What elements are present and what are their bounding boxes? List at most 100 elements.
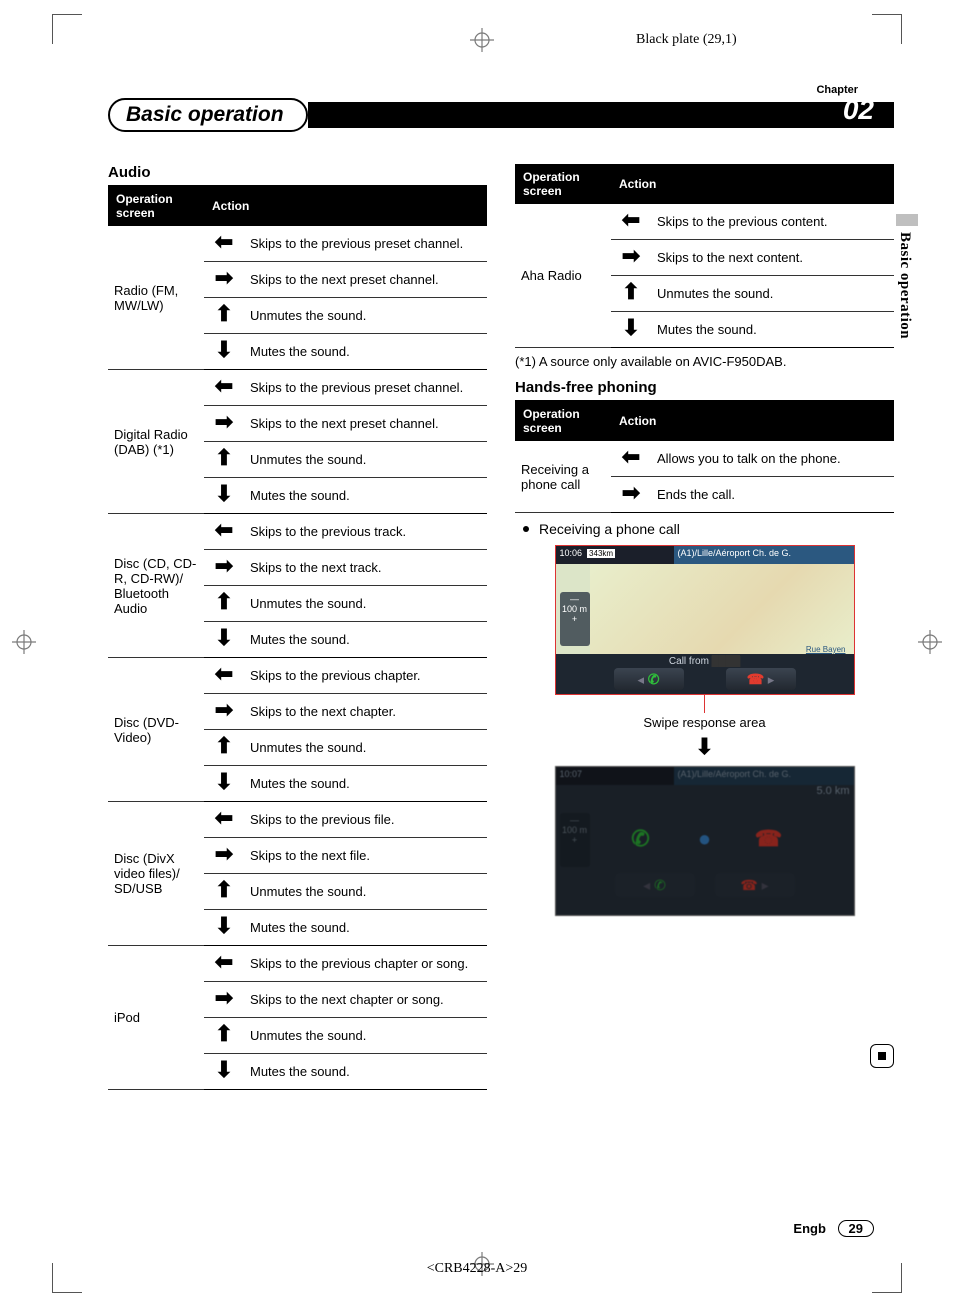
action-cell: Skips to the next chapter. (244, 694, 487, 730)
action-cell: Mutes the sound. (244, 910, 487, 946)
arrow-left-icon: ⬅ (204, 946, 244, 982)
action-cell: Unmutes the sound. (244, 874, 487, 910)
nav-time: 10:06 (560, 548, 583, 558)
th-action: Action (611, 401, 894, 441)
arrow-down-icon: ⬇ (204, 622, 244, 658)
right-column: Operation screen Action Aha Radio⬅Skips … (515, 164, 894, 1090)
phone-end-icon: ☎ (740, 877, 757, 894)
arrow-up-icon: ⬆ (204, 586, 244, 622)
arrow-left-icon: ⬅ (611, 441, 651, 477)
th-screen: Operation screen (515, 401, 611, 441)
action-cell: Skips to the previous chapter. (244, 658, 487, 694)
arrow-down-icon: ⬇ (204, 334, 244, 370)
action-cell: Skips to the next preset channel. (244, 262, 487, 298)
arrow-left-icon: ⬅ (204, 370, 244, 406)
table-row: Receiving a phone call⬅Allows you to tal… (515, 441, 894, 477)
call-answer-big[interactable]: ✆ (619, 817, 663, 861)
nav-route: (A1)/Lille/Aéroport Ch. de G. (674, 767, 854, 785)
call-from-label: Call from (669, 656, 709, 667)
arrow-up-icon: ⬆ (204, 874, 244, 910)
trim-mark (52, 1263, 82, 1293)
arrow-down-icon: ⬇ (204, 1054, 244, 1090)
table-row: iPod⬅Skips to the previous chapter or so… (108, 946, 487, 982)
action-cell: Unmutes the sound. (244, 730, 487, 766)
arrow-up-icon: ⬆ (204, 730, 244, 766)
th-screen: Operation screen (108, 186, 204, 226)
action-cell: Skips to the previous content. (651, 204, 894, 240)
screen-cell: Disc (DivX video files)/ SD/USB (108, 802, 204, 946)
th-action: Action (204, 186, 487, 226)
action-cell: Skips to the next file. (244, 838, 487, 874)
nav-route: (A1)/Lille/Aéroport Ch. de G. (674, 546, 854, 564)
page-footer: Engb 29 (793, 1220, 874, 1237)
section-audio-title: Audio (108, 164, 487, 181)
trim-mark (872, 14, 902, 44)
action-cell: Unmutes the sound. (244, 298, 487, 334)
record-icon: ● (698, 826, 711, 852)
action-cell: Skips to the next preset channel. (244, 406, 487, 442)
arrow-right-icon: ➡ (204, 982, 244, 1018)
trim-mark (872, 1263, 902, 1293)
arrow-right-icon: ➡ (204, 694, 244, 730)
arrow-right-icon: ➡ (204, 262, 244, 298)
action-cell: Skips to the previous preset channel. (244, 226, 487, 262)
arrow-left-icon: ⬅ (611, 204, 651, 240)
pointer-line (704, 695, 705, 713)
call-answer-small[interactable]: ◂ ✆ (615, 873, 695, 897)
action-cell: Mutes the sound. (651, 312, 894, 348)
phone-answer-icon: ✆ (648, 671, 660, 687)
action-cell: Skips to the previous preset channel. (244, 370, 487, 406)
arrow-left-icon: ⬅ (204, 658, 244, 694)
th-action: Action (611, 164, 894, 204)
table-row: Aha Radio⬅Skips to the previous content. (515, 204, 894, 240)
arrow-up-icon: ⬆ (611, 276, 651, 312)
arrow-right-icon: ➡ (204, 550, 244, 586)
answer-button[interactable]: ◂ ✆ (614, 668, 684, 690)
arrow-down-icon: ⬇ (611, 312, 651, 348)
call-end-small[interactable]: ☎ ▸ (715, 873, 795, 897)
phone-decline-icon: ☎ (747, 671, 764, 687)
arrow-left-icon: ⬅ (204, 226, 244, 262)
action-cell: Mutes the sound. (244, 1054, 487, 1090)
call-record-big[interactable]: ● (683, 817, 727, 861)
action-cell: Mutes the sound. (244, 766, 487, 802)
phone-answer-icon: ✆ (631, 826, 649, 852)
audio-table: Operation screen Action Radio (FM, MW/LW… (108, 186, 487, 1090)
nav-screenshot-incoming: 10:06 343km (A1)/Lille/Aéroport Ch. de G… (555, 545, 855, 695)
action-cell: Ends the call. (651, 477, 894, 513)
arrow-left-icon: ⬅ (204, 514, 244, 550)
call-end-big[interactable]: ☎ (747, 817, 791, 861)
action-cell: Unmutes the sound. (244, 442, 487, 478)
arrow-down-icon: ⬇ (204, 478, 244, 514)
nav-screenshot-active-call: 10:07 (A1)/Lille/Aéroport Ch. de G. 5.0 … (555, 766, 855, 916)
screen-cell: Radio (FM, MW/LW) (108, 226, 204, 370)
screen-cell: Receiving a phone call (515, 441, 611, 513)
action-cell: Skips to the previous file. (244, 802, 487, 838)
action-cell: Unmutes the sound. (244, 1018, 487, 1054)
nav-scale: —100 m+ (560, 592, 590, 646)
section-handsfree-title: Hands-free phoning (515, 379, 894, 396)
action-cell: Skips to the next track. (244, 550, 487, 586)
footer-doc-code: <CRB4228-A>29 (427, 1261, 528, 1277)
screen-cell: Digital Radio (DAB) (*1) (108, 370, 204, 514)
action-cell: Unmutes the sound. (651, 276, 894, 312)
down-arrow-icon: ⬇ (515, 734, 894, 760)
action-cell: Mutes the sound. (244, 622, 487, 658)
arrow-up-icon: ⬆ (204, 442, 244, 478)
page-content: Chapter Basic operation 02 Basic operati… (108, 84, 894, 1237)
bullet-text: Receiving a phone call (539, 521, 680, 537)
table-row: Disc (DivX video files)/ SD/USB⬅Skips to… (108, 802, 487, 838)
decline-button[interactable]: ☎ ▸ (726, 668, 796, 690)
table-row: Digital Radio (DAB) (*1)⬅Skips to the pr… (108, 370, 487, 406)
arrow-right-icon: ➡ (611, 477, 651, 513)
nav-road-name: Rue Bayen (806, 645, 846, 654)
arrow-down-icon: ⬇ (204, 766, 244, 802)
swipe-caption: Swipe response area (515, 715, 894, 730)
nav-dist-top: 343km (587, 549, 615, 558)
nav-distance: 5.0 km (816, 785, 849, 797)
arrow-left-icon: ⬅ (204, 802, 244, 838)
arrow-up-icon: ⬆ (204, 298, 244, 334)
th-screen: Operation screen (515, 164, 611, 204)
screen-cell: Aha Radio (515, 204, 611, 348)
aha-table: Operation screen Action Aha Radio⬅Skips … (515, 164, 894, 348)
